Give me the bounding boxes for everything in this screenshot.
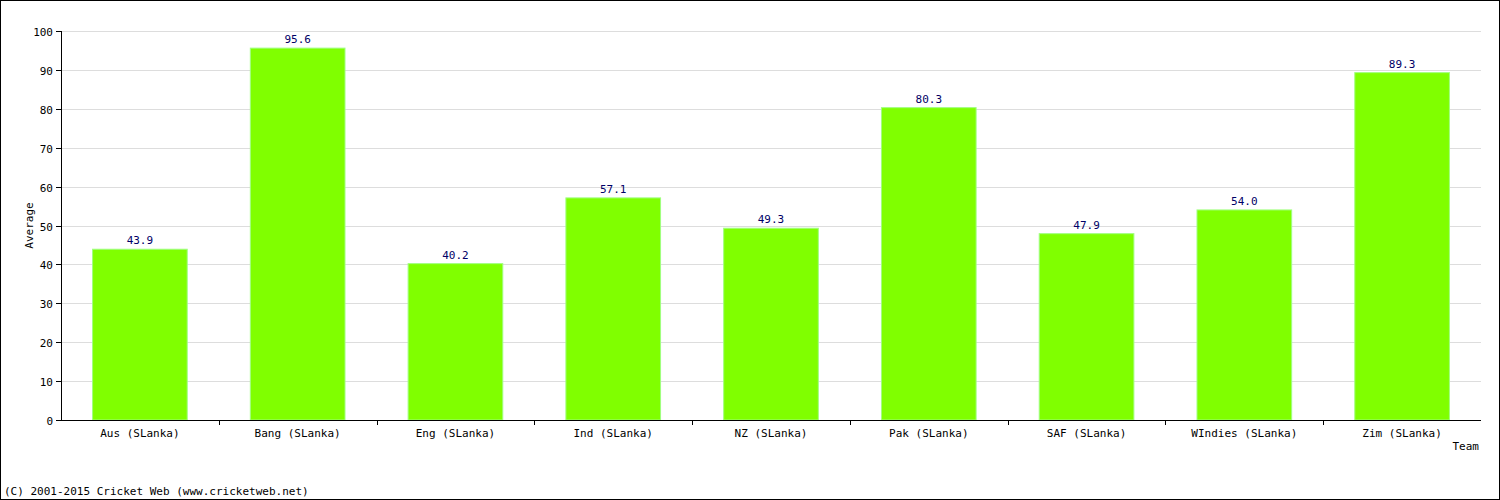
x-tick <box>850 420 851 425</box>
x-tick-label: SAF (SLanka) <box>1047 427 1126 440</box>
bars <box>93 48 1450 420</box>
data-label: 89.3 <box>1389 58 1416 71</box>
y-tick-label: 0 <box>46 415 53 428</box>
x-tick-label: Bang (SLanka) <box>255 427 341 440</box>
y-tick-label: 50 <box>40 221 53 234</box>
y-tick-label: 60 <box>40 182 53 195</box>
y-tick <box>56 31 61 32</box>
x-tick <box>1008 420 1009 425</box>
data-label: 95.6 <box>284 33 311 46</box>
y-tick <box>56 187 61 188</box>
x-tick-label: Aus (SLanka) <box>100 427 179 440</box>
footer-note: (C) 2001-2015 Cricket Web (www.cricketwe… <box>4 485 309 498</box>
y-tick-label: 10 <box>40 376 53 389</box>
x-tick-label: Eng (SLanka) <box>416 427 495 440</box>
y-tick <box>56 420 61 421</box>
x-tick-label: Zim (SLanka) <box>1362 427 1441 440</box>
chart-container: 0 10 20 30 40 50 60 70 80 90 100 43.9 95.6 40.2 57.1 49… <box>0 0 1500 500</box>
y-tick-label: 80 <box>40 104 53 117</box>
y-tick-label: 40 <box>40 259 53 272</box>
bar <box>1197 210 1292 420</box>
y-axis-label: Average <box>23 202 36 248</box>
x-tick-label: NZ (SLanka) <box>735 427 808 440</box>
x-axis <box>61 420 1481 421</box>
x-tick <box>377 420 378 425</box>
y-tick-label: 90 <box>40 65 53 78</box>
border <box>1 1 1500 500</box>
x-tick <box>219 420 220 425</box>
x-axis-label: Team <box>1453 440 1480 453</box>
x-tick <box>1323 420 1324 425</box>
bar <box>93 249 188 420</box>
data-label: 43.9 <box>127 234 154 247</box>
y-tick <box>56 148 61 149</box>
data-label: 49.3 <box>758 213 785 226</box>
y-tick <box>56 381 61 382</box>
y-tick <box>56 264 61 265</box>
data-label: 80.3 <box>916 93 943 106</box>
y-tick <box>56 226 61 227</box>
y-axis <box>61 31 62 420</box>
bar <box>566 198 661 420</box>
data-label: 47.9 <box>1073 219 1100 232</box>
y-tick <box>56 303 61 304</box>
x-tick <box>692 420 693 425</box>
bar <box>250 48 345 420</box>
grid-line <box>61 31 1481 32</box>
data-label: 54.0 <box>1231 195 1258 208</box>
x-tick-label: Ind (SLanka) <box>573 427 652 440</box>
y-tick-label: 100 <box>33 26 53 39</box>
x-tick-label: WIndies (SLanka) <box>1191 427 1297 440</box>
data-label: 57.1 <box>600 183 627 196</box>
x-tick <box>1165 420 1166 425</box>
bar <box>408 264 503 420</box>
y-tick-label: 70 <box>40 143 53 156</box>
grid-line <box>61 420 1481 421</box>
y-tick <box>56 342 61 343</box>
chart-svg: 0 10 20 30 40 50 60 70 80 90 100 43.9 95.6 40.2 57.1 49… <box>0 0 1500 500</box>
y-tick <box>56 70 61 71</box>
y-tick-label: 20 <box>40 337 53 350</box>
y-tick-label: 30 <box>40 298 53 311</box>
data-label: 40.2 <box>442 249 469 262</box>
x-tick-label: Pak (SLanka) <box>889 427 968 440</box>
bar <box>1355 73 1450 420</box>
bar <box>881 108 976 420</box>
bar <box>724 228 819 420</box>
x-tick <box>534 420 535 425</box>
bar <box>1039 234 1134 420</box>
y-tick <box>56 109 61 110</box>
